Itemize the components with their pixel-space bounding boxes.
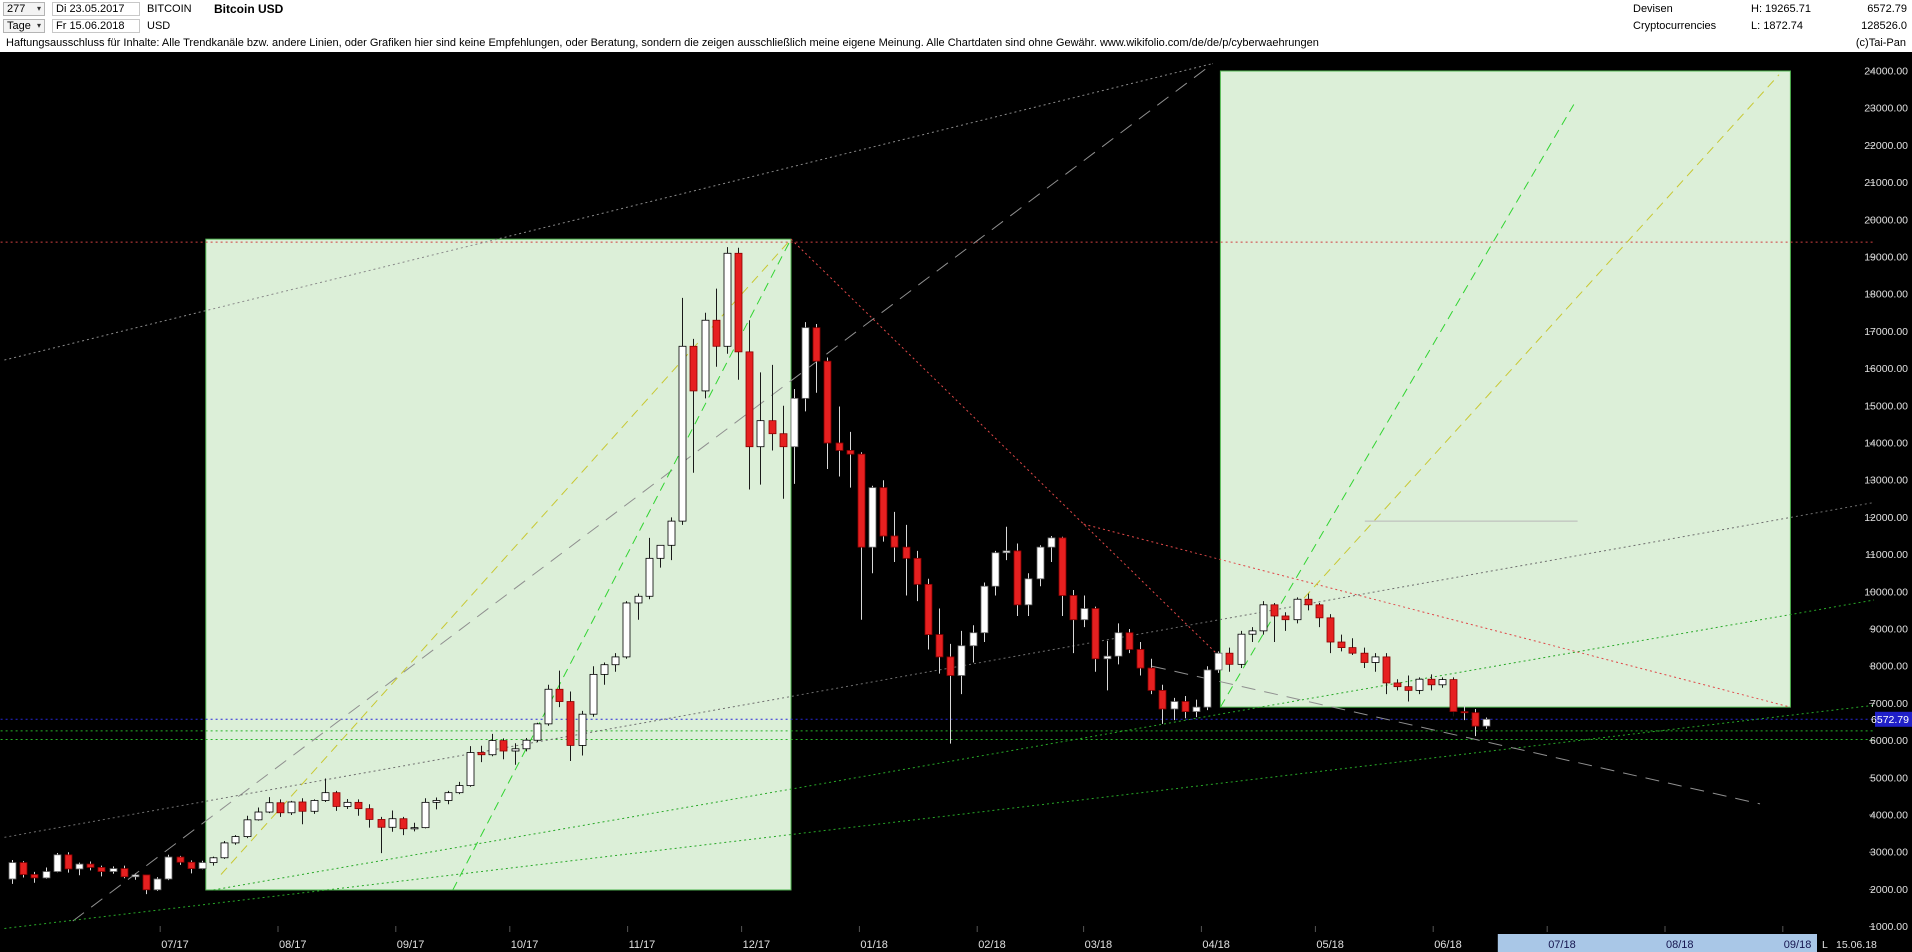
chevron-down-icon: ▾ (36, 3, 41, 13)
svg-text:11/17: 11/17 (629, 939, 656, 951)
svg-text:9000.00: 9000.00 (1870, 624, 1908, 636)
svg-text:02/18: 02/18 (978, 939, 1006, 951)
svg-text:06/18: 06/18 (1434, 939, 1462, 951)
svg-text:20000.00: 20000.00 (1864, 214, 1908, 226)
svg-text:05/18: 05/18 (1316, 939, 1344, 951)
price-chart[interactable]: 24000.00 23000.00 22000.00 21000.00 20000.00… (0, 52, 1912, 952)
start-date-field[interactable]: Di 23.05.2017 (52, 1, 140, 16)
disclaimer-text: Haftungsausschluss für Inhalte: Alle Tre… (6, 37, 1319, 49)
svg-text:09/18: 09/18 (1784, 939, 1812, 951)
currency-label: USD (147, 19, 171, 32)
last-price-label: 6572.79 (1867, 2, 1907, 15)
svg-text:01/18: 01/18 (860, 939, 888, 951)
chart-title: Bitcoin USD (214, 1, 284, 16)
svg-text:L: L (1822, 939, 1828, 951)
svg-text:11000.00: 11000.00 (1865, 549, 1908, 561)
svg-text:17000.00: 17000.00 (1864, 326, 1908, 338)
svg-text:09/17: 09/17 (397, 939, 425, 951)
toolbar-right-1: Devisen H: 19265.71 6572.79 (1633, 3, 1909, 15)
svg-text:19000.00: 19000.00 (1864, 252, 1908, 264)
svg-text:10/17: 10/17 (511, 939, 539, 951)
svg-text:14000.00: 14000.00 (1864, 438, 1908, 450)
svg-text:22000.00: 22000.00 (1864, 140, 1908, 152)
svg-text:12000.00: 12000.00 (1864, 512, 1908, 524)
svg-text:7000.00: 7000.00 (1870, 698, 1908, 710)
low-value-label: L: 1872.74 (1751, 19, 1803, 32)
svg-text:13000.00: 13000.00 (1864, 475, 1908, 487)
category-label: Devisen (1633, 2, 1673, 15)
svg-text:23000.00: 23000.00 (1864, 103, 1908, 115)
svg-text:6572.79: 6572.79 (1871, 714, 1909, 726)
svg-text:24000.00: 24000.00 (1864, 66, 1908, 78)
svg-text:2000.00: 2000.00 (1870, 884, 1908, 896)
svg-text:07/17: 07/17 (161, 939, 189, 951)
svg-text:03/18: 03/18 (1085, 939, 1113, 951)
svg-text:6000.00: 6000.00 (1870, 735, 1908, 747)
svg-text:08/17: 08/17 (279, 939, 307, 951)
svg-text:1000.00: 1000.00 (1870, 921, 1908, 933)
svg-text:16000.00: 16000.00 (1864, 363, 1908, 375)
end-date-field[interactable]: Fr 15.06.2018 (52, 18, 140, 33)
svg-text:15.06.18: 15.06.18 (1836, 939, 1877, 951)
svg-text:10000.00: 10000.00 (1864, 586, 1908, 598)
toolbar-right-2: Cryptocurrencies L: 1872.74 128526.0 (1633, 20, 1909, 32)
high-value-label: H: 19265.71 (1751, 2, 1811, 15)
subcategory-label: Cryptocurrencies (1633, 19, 1717, 32)
svg-text:4000.00: 4000.00 (1870, 810, 1908, 822)
svg-text:18000.00: 18000.00 (1864, 289, 1908, 301)
volume-label: 128526.0 (1861, 19, 1907, 32)
svg-text:07/18: 07/18 (1548, 939, 1576, 951)
symbol-label: BITCOIN (147, 2, 192, 15)
bars-count-value: 277 (7, 2, 26, 15)
copyright-label: (c)Tai-Pan (1855, 37, 1906, 49)
bars-count-select[interactable]: 277 ▾ (3, 1, 45, 16)
toolbar-row-1: 277 ▾ Di 23.05.2017 BITCOIN Bitcoin USD … (0, 0, 1912, 17)
period-value: Tage (7, 19, 31, 32)
svg-text:04/18: 04/18 (1202, 939, 1230, 951)
chevron-down-icon: ▾ (36, 20, 41, 30)
svg-text:3000.00: 3000.00 (1870, 847, 1908, 859)
toolbar: 277 ▾ Di 23.05.2017 BITCOIN Bitcoin USD … (0, 0, 1912, 34)
period-select[interactable]: Tage ▾ (3, 18, 45, 33)
toolbar-row-2: Tage ▾ Fr 15.06.2018 USD Cryptocurrencie… (0, 17, 1912, 34)
svg-text:5000.00: 5000.00 (1870, 772, 1908, 784)
svg-text:12/17: 12/17 (743, 939, 771, 951)
svg-text:08/18: 08/18 (1666, 939, 1694, 951)
svg-text:15000.00: 15000.00 (1864, 400, 1908, 412)
svg-text:8000.00: 8000.00 (1870, 661, 1908, 673)
svg-text:21000.00: 21000.00 (1864, 177, 1908, 189)
disclaimer-bar: Haftungsausschluss für Inhalte: Alle Tre… (0, 34, 1912, 52)
